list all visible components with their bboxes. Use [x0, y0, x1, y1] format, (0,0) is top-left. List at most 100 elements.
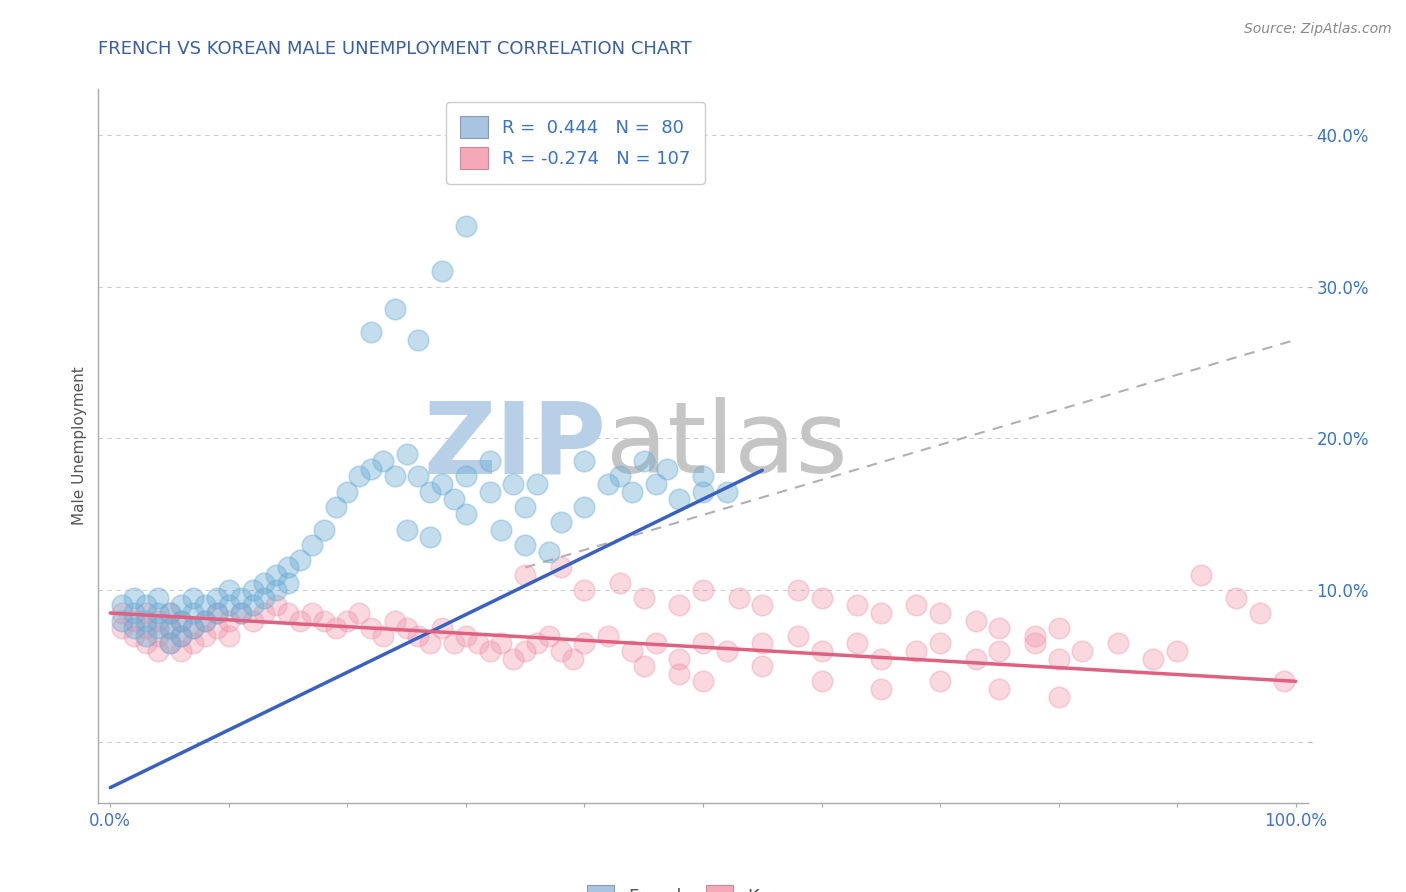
Point [170, 629, 193, 643]
Text: FRENCH VS KOREAN MALE UNEMPLOYMENT CORRELATION CHART: FRENCH VS KOREAN MALE UNEMPLOYMENT CORRE… [98, 40, 692, 58]
Point [1047, 690, 1070, 704]
Point [491, 523, 513, 537]
Point [515, 538, 537, 552]
Point [170, 599, 193, 613]
Point [574, 454, 596, 468]
Point [159, 621, 181, 635]
Point [194, 599, 217, 613]
Point [633, 591, 655, 605]
Point [288, 614, 311, 628]
Point [692, 484, 714, 499]
Point [1024, 629, 1046, 643]
Point [360, 462, 382, 476]
Point [644, 636, 666, 650]
Point [111, 606, 134, 620]
Point [347, 606, 370, 620]
Point [432, 477, 454, 491]
Point [1249, 606, 1271, 620]
Point [159, 606, 181, 620]
Point [146, 621, 169, 635]
Point [846, 636, 869, 650]
Point [502, 651, 524, 665]
Point [146, 614, 169, 628]
Point [609, 575, 631, 590]
Point [668, 651, 690, 665]
Point [146, 606, 169, 620]
Point [264, 583, 287, 598]
Point [692, 636, 714, 650]
Point [537, 545, 560, 559]
Point [395, 447, 418, 461]
Point [277, 560, 299, 574]
Point [1024, 636, 1046, 650]
Point [360, 621, 382, 635]
Point [810, 644, 832, 658]
Point [242, 583, 264, 598]
Point [692, 469, 714, 483]
Point [620, 644, 643, 658]
Point [905, 644, 928, 658]
Point [312, 523, 335, 537]
Legend: French, Koreans: French, Koreans [578, 876, 828, 892]
Point [408, 469, 430, 483]
Point [325, 500, 347, 514]
Text: atlas: atlas [606, 398, 848, 494]
Point [288, 553, 311, 567]
Point [146, 591, 169, 605]
Point [170, 644, 193, 658]
Point [598, 477, 620, 491]
Point [751, 636, 773, 650]
Point [478, 454, 501, 468]
Point [135, 621, 157, 635]
Point [264, 599, 287, 613]
Point [253, 575, 276, 590]
Point [264, 568, 287, 582]
Point [122, 591, 145, 605]
Point [371, 454, 394, 468]
Point [550, 644, 572, 658]
Point [419, 636, 441, 650]
Point [111, 614, 134, 628]
Point [965, 614, 987, 628]
Point [1189, 568, 1212, 582]
Point [454, 219, 477, 233]
Point [1047, 651, 1070, 665]
Point [1142, 651, 1164, 665]
Point [111, 621, 134, 635]
Point [229, 606, 252, 620]
Point [277, 606, 299, 620]
Point [633, 659, 655, 673]
Point [218, 583, 240, 598]
Point [371, 629, 394, 643]
Point [478, 484, 501, 499]
Text: Source: ZipAtlas.com: Source: ZipAtlas.com [1244, 22, 1392, 37]
Point [218, 599, 240, 613]
Point [869, 606, 891, 620]
Point [336, 484, 359, 499]
Point [1166, 644, 1188, 658]
Point [716, 484, 738, 499]
Point [692, 583, 714, 598]
Point [181, 636, 204, 650]
Point [929, 674, 952, 689]
Point [325, 621, 347, 635]
Point [432, 621, 454, 635]
Point [146, 644, 169, 658]
Point [229, 591, 252, 605]
Point [218, 614, 240, 628]
Point [312, 614, 335, 628]
Point [1107, 636, 1129, 650]
Point [515, 644, 537, 658]
Point [170, 629, 193, 643]
Point [644, 477, 666, 491]
Point [194, 629, 217, 643]
Point [810, 674, 832, 689]
Point [454, 629, 477, 643]
Point [668, 666, 690, 681]
Point [253, 606, 276, 620]
Point [205, 606, 228, 620]
Point [443, 492, 465, 507]
Point [159, 636, 181, 650]
Point [122, 606, 145, 620]
Point [810, 591, 832, 605]
